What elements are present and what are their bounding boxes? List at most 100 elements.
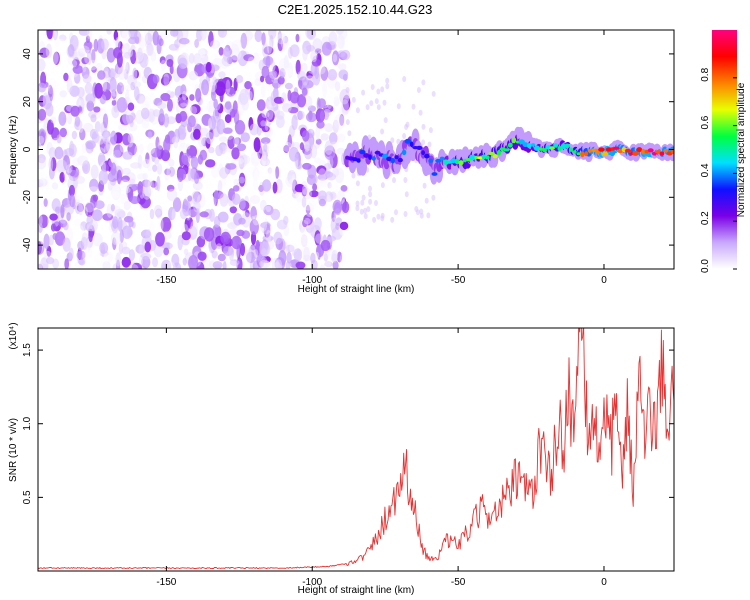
noise-blob — [62, 237, 71, 252]
noise-blob — [229, 206, 237, 214]
noise-blob — [181, 231, 191, 241]
noise-blob — [158, 38, 164, 47]
noise-blob — [154, 204, 163, 216]
colorbar-tick-label: 0.8 — [700, 67, 711, 81]
noise-blob — [250, 166, 260, 178]
noise-blob — [309, 190, 319, 198]
noise-blob — [189, 106, 198, 115]
noise-blob — [66, 78, 73, 93]
noise-blob — [200, 97, 210, 113]
noise-blob — [317, 98, 326, 109]
noise-blob — [271, 257, 279, 269]
noise-blob — [38, 178, 48, 187]
noise-blob — [50, 116, 57, 124]
noise-blob — [383, 117, 388, 124]
x-tick-label: 0 — [601, 577, 607, 588]
noise-blob — [188, 77, 197, 88]
noise-blob — [214, 81, 226, 96]
signal-core — [351, 157, 358, 162]
noise-blob — [164, 168, 172, 176]
noise-blob — [172, 95, 181, 103]
noise-blob — [129, 196, 140, 205]
noise-blob — [304, 141, 310, 153]
noise-blob — [314, 157, 322, 164]
noise-blob — [321, 41, 332, 56]
noise-blob — [278, 250, 287, 266]
noise-blob — [427, 141, 432, 148]
noise-blob — [74, 72, 81, 84]
noise-blob — [259, 259, 271, 268]
noise-blob — [86, 30, 93, 40]
signal-core — [663, 148, 669, 153]
noise-blob — [310, 252, 316, 264]
noise-blob — [331, 253, 338, 263]
noise-blob — [168, 206, 176, 221]
noise-blob — [404, 191, 409, 198]
noise-blob — [199, 127, 209, 137]
noise-blob — [166, 59, 174, 67]
noise-blob — [131, 211, 142, 218]
noise-blob — [75, 175, 85, 184]
noise-blob — [231, 39, 242, 52]
signal-core — [512, 137, 517, 144]
noise-blob — [333, 114, 345, 130]
noise-blob — [83, 122, 94, 133]
noise-blob — [177, 177, 183, 192]
noise-blob — [43, 250, 52, 258]
noise-blob — [121, 43, 131, 55]
noise-blob — [38, 82, 47, 93]
spectrogram-panel: -150 -100 -50 0 -40 -20 0 20 40 Height of strai… — [8, 29, 675, 295]
noise-blob — [158, 108, 165, 122]
noise-blob — [332, 260, 339, 269]
noise-blob — [46, 119, 54, 135]
noise-blob — [111, 231, 121, 246]
noise-blob — [110, 130, 117, 146]
noise-blob — [239, 198, 246, 210]
noise-blob — [232, 185, 240, 192]
noise-blob — [228, 229, 240, 237]
noise-blob — [385, 77, 390, 84]
noise-blob — [81, 232, 89, 247]
noise-blob — [63, 72, 69, 82]
noise-blob — [236, 143, 247, 152]
noise-blob — [182, 257, 187, 266]
signal-core — [359, 149, 366, 155]
noise-blob — [163, 137, 171, 153]
noise-blob — [231, 235, 242, 250]
noise-blob — [187, 195, 193, 202]
noise-blob — [71, 130, 78, 140]
noise-blob — [415, 209, 420, 216]
noise-blob — [396, 138, 401, 145]
noise-blob — [206, 80, 217, 93]
noise-blob — [302, 184, 308, 195]
noise-blob — [85, 93, 96, 103]
noise-blob — [166, 188, 178, 201]
noise-blob — [252, 167, 259, 182]
noise-blob — [160, 59, 167, 72]
noise-blob — [336, 30, 341, 39]
noise-blob — [156, 216, 164, 233]
noise-blob — [275, 166, 280, 179]
signal-core — [368, 154, 372, 161]
noise-blob — [248, 91, 253, 101]
noise-blob — [142, 172, 149, 180]
signal-core — [431, 172, 438, 176]
noise-blob — [334, 167, 345, 184]
signal-core — [503, 148, 510, 152]
noise-blob — [305, 204, 311, 215]
noise-blob — [168, 158, 175, 167]
noise-blob — [168, 43, 179, 51]
noise-blob — [78, 48, 86, 57]
noise-blob — [95, 147, 105, 156]
snr-x-ticks: -150 -100 -50 0 — [156, 328, 607, 588]
noise-blob — [266, 159, 276, 176]
noise-blob — [249, 219, 259, 235]
noise-blob — [355, 200, 360, 207]
noise-blob — [172, 197, 182, 213]
noise-blob — [254, 78, 262, 86]
noise-blob — [254, 170, 259, 184]
noise-blob — [254, 30, 263, 43]
noise-blob — [252, 52, 260, 65]
noise-blob — [78, 30, 90, 36]
signal-core — [374, 150, 381, 155]
